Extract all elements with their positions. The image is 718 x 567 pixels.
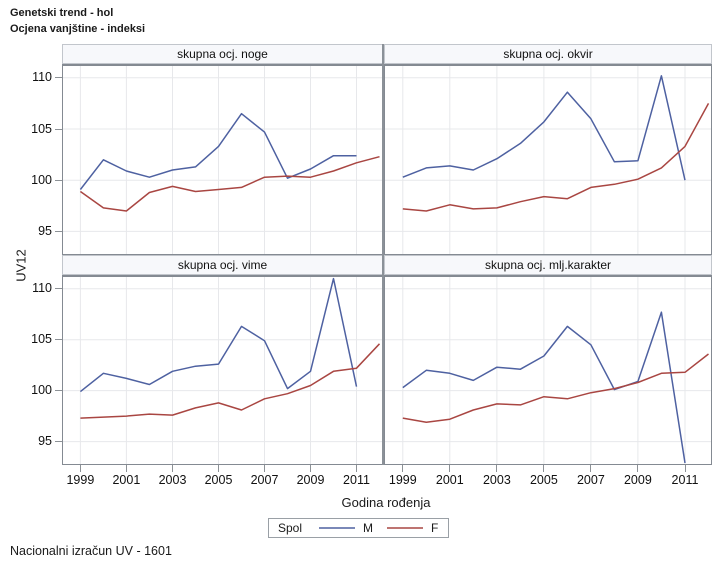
y-tickmark [55,179,62,181]
x-tickmark [637,465,639,472]
x-axis-label: Godina rođenja [341,495,431,510]
x-tick-label: 2001 [112,473,141,487]
y-tick-label: 95 [38,434,52,449]
x-tickmark [310,465,311,472]
female-line-sample-icon [387,527,424,529]
legend-label-m: M [363,521,374,535]
y-tickmark [55,128,62,130]
panel-header: skupna ocj. mlj.karakter [384,255,712,275]
series-line-m [402,75,686,181]
y-tickmark [55,230,62,232]
x-tickmark [449,465,451,472]
y-tickmark [55,441,62,443]
x-tickmark [264,465,265,472]
y-tick-label: 110 [32,70,52,85]
y-tick-label: 110 [32,281,52,296]
x-tickmark [172,465,173,472]
legend-entry-m: M [317,521,373,535]
x-tickmark [79,465,81,472]
y-tickmark [55,339,62,341]
x-tick-label: 2011 [671,473,699,487]
x-tick-label: 2005 [529,473,558,487]
series-line-f [80,343,381,419]
panel-divider [382,44,384,465]
chart-title-line1: Genetski trend - hol [10,7,114,19]
x-tick-label: 2011 [343,473,370,487]
legend-label-f: F [431,521,439,535]
x-tickmark [543,465,545,472]
y-tickmark [55,77,62,79]
series-line-m [402,311,686,464]
x-tick-label: 2003 [482,473,511,487]
panel-plot-area [62,275,383,465]
y-tick-label: 100 [31,172,52,187]
x-tickmark [496,465,498,472]
x-tick-label: 2005 [204,473,233,487]
legend-title: Spol [278,521,303,535]
x-tickmark [684,465,686,472]
y-tickmark [55,288,62,290]
panel-plot-area [384,64,712,255]
panel-header: skupna ocj. noge [62,44,383,64]
y-tick-label: 95 [38,223,52,238]
x-tick-label: 2007 [576,473,605,487]
legend-entry-f: F [385,521,438,535]
series-line-m [79,112,357,190]
x-tick-label: 1999 [388,473,417,487]
x-tick-label: 2003 [158,473,187,487]
chart-title-line2: Ocjena vanjštine - indeksi [10,23,146,35]
y-tick-label: 105 [31,332,52,347]
y-tickmark [55,390,62,392]
y-tick-label: 100 [31,383,52,398]
x-tick-label: 2009 [623,473,652,487]
x-tickmark [125,465,127,472]
legend: Spol M F [268,518,449,538]
series-line-m [79,277,358,393]
panel-plot-area [62,64,383,255]
x-tick-label: 2009 [296,473,325,487]
y-tick-label: 105 [31,121,52,136]
male-line-sample-icon [319,527,356,529]
series-line-f [79,155,380,212]
x-tickmark [356,465,357,472]
panel-plot-area [384,275,712,465]
x-tickmark [402,465,404,472]
x-tickmark [590,465,592,472]
x-tickmark [218,465,219,472]
panel-header: skupna ocj. okvir [384,44,712,64]
x-tick-label: 2007 [250,473,279,487]
panel-header: skupna ocj. vime [62,255,383,275]
x-tick-label: 2001 [435,473,464,487]
x-tick-label: 1999 [66,473,95,487]
footnote: Nacionalni izračun UV - 1601 [10,544,172,558]
series-line-f [402,103,710,212]
series-line-f [402,353,709,423]
